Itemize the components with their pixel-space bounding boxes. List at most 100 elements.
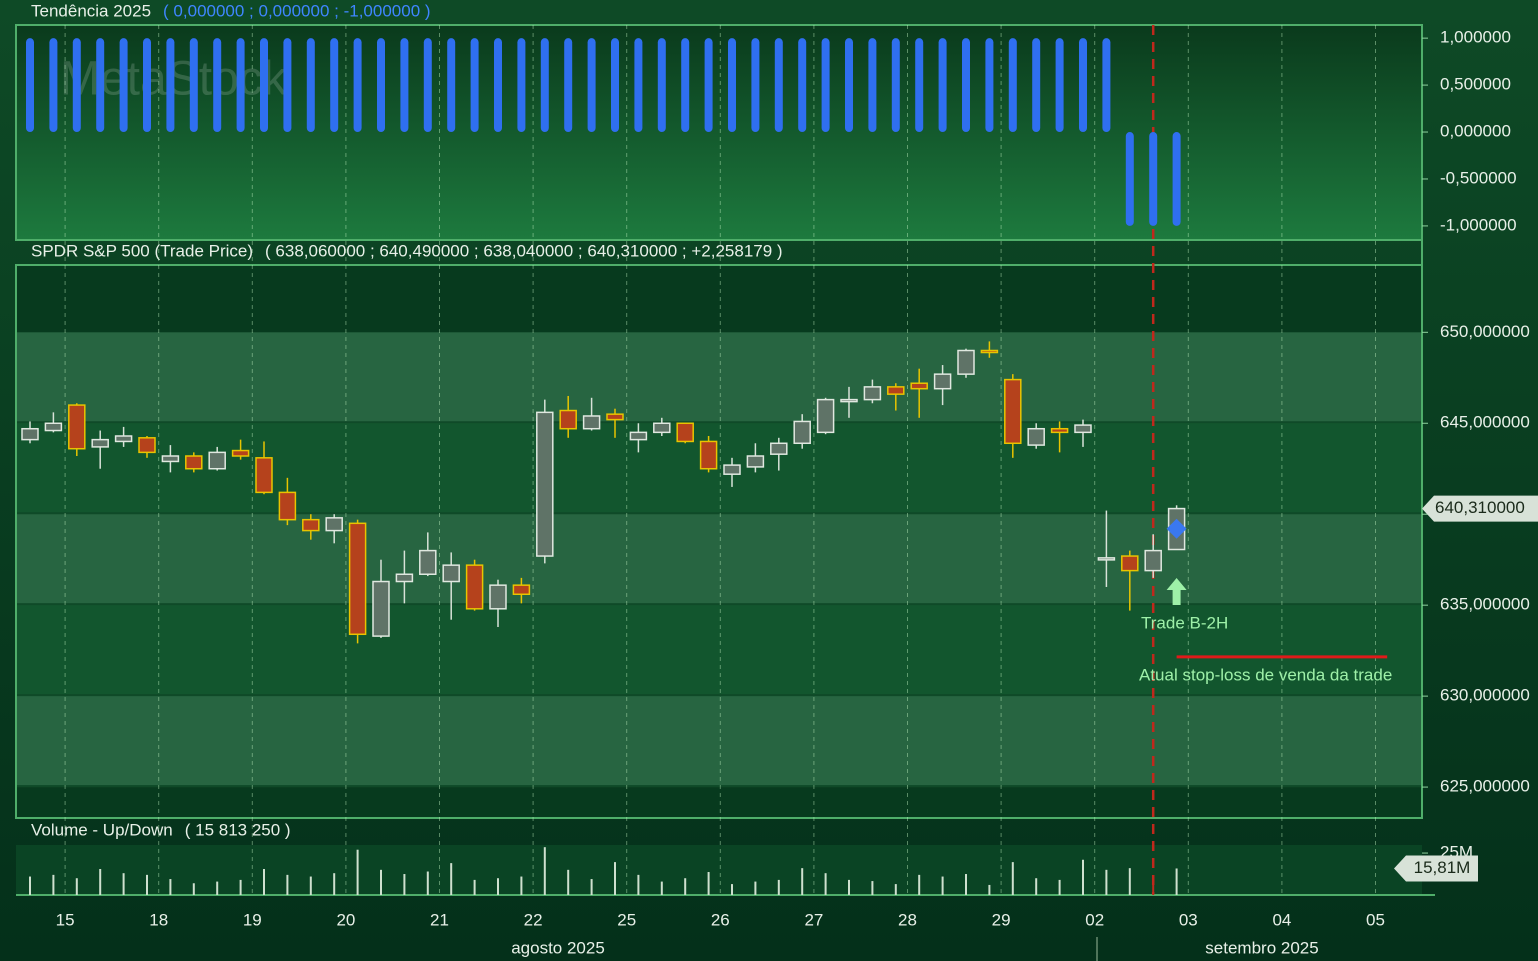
trend-bar (728, 38, 736, 133)
trend-bar (657, 38, 666, 133)
trend-bar (330, 38, 339, 133)
price-band (17, 785, 1422, 788)
trend-bar (236, 38, 245, 133)
trend-bar (189, 38, 198, 133)
volume-bar (520, 876, 523, 895)
trend-bar (587, 38, 596, 133)
plot-layer: Tendência 2025 ( 0,000000 ; 0,000000 ; -1… (16, 1, 1538, 961)
candle-body (559, 409, 577, 430)
trend-bar (821, 38, 830, 133)
volume-bar (426, 871, 429, 895)
candle-body (723, 464, 741, 475)
trade-diamond (1166, 518, 1187, 539)
price-band (17, 605, 1422, 697)
candle-body (138, 437, 156, 454)
candle-body (348, 522, 367, 636)
x-tick-label: 21 (430, 910, 449, 929)
candle-body (161, 455, 180, 463)
volume-bar (1175, 868, 1178, 895)
trend-bar (891, 38, 900, 133)
volume-bar (122, 873, 125, 895)
candle-body (1074, 424, 1092, 434)
volume-bar (941, 876, 944, 895)
y-tick-label: 650,000000 (1440, 322, 1530, 341)
trend-bar (1008, 38, 1017, 133)
pane-title: SPDR S&P 500 (Trade Price) (31, 241, 253, 260)
candle-body (1097, 557, 1116, 561)
candle-body (91, 438, 109, 448)
x-tick-label: 05 (1366, 910, 1385, 929)
volume-bar (660, 881, 663, 895)
candle-body (44, 422, 63, 432)
candle-body (1004, 378, 1022, 445)
trend-bar (72, 38, 81, 133)
trend-bar (213, 38, 222, 133)
volume-bar (871, 881, 874, 895)
volume-bar (614, 862, 616, 895)
x-tick-label: 03 (1179, 910, 1198, 929)
trend-bar (49, 38, 58, 133)
candle-body (816, 398, 835, 434)
trend-bar (611, 38, 619, 133)
candle-body (840, 398, 858, 403)
candle-body (1121, 555, 1139, 572)
x-tick-label: 15 (56, 910, 75, 929)
volume-bar (567, 869, 570, 895)
trend-bar (938, 38, 947, 133)
candle-body (255, 457, 273, 494)
volume-bar (1058, 879, 1061, 895)
volume-bar (1152, 876, 1155, 895)
volume-bar (497, 878, 499, 895)
volume-bar (29, 876, 31, 895)
volume-bar (543, 847, 546, 895)
volume-bar (146, 874, 148, 895)
pane-header: ( 15 813 250 ) (185, 820, 291, 839)
volume-bar (52, 874, 55, 895)
trend-pane (15, 24, 1423, 241)
trend-bar (751, 38, 760, 133)
trend-bar (845, 38, 853, 133)
volume-bar (263, 868, 265, 895)
candle-body (887, 386, 905, 395)
volume-bar (918, 874, 921, 895)
last-value-box (1394, 855, 1478, 882)
volume-bar (590, 879, 593, 895)
x-tick-label: 29 (992, 910, 1011, 929)
candle-body (114, 435, 133, 443)
volume-bar (169, 879, 172, 895)
trend-bar (540, 38, 549, 133)
trend-bar (1032, 38, 1041, 133)
x-tick-label: 20 (336, 910, 355, 929)
trend-bar (774, 38, 783, 133)
volume-bar (75, 878, 78, 895)
volume-bar (894, 884, 897, 895)
candle-body (208, 451, 226, 470)
x-tick-label: 02 (1085, 910, 1104, 929)
trend-bar (517, 38, 526, 133)
trade-arrow (1166, 578, 1187, 605)
candle-body (419, 549, 437, 575)
volume-bar (216, 881, 219, 895)
trend-bar (377, 38, 385, 133)
x-tick-label: 19 (243, 910, 262, 929)
candle-body (746, 455, 765, 468)
pane-header: ( 638,060000 ; 640,490000 ; 638,040000 ;… (265, 241, 783, 260)
candle-body (1144, 549, 1162, 572)
trend-bar (166, 38, 175, 133)
volume-bar (707, 872, 710, 895)
volume-bar (965, 874, 967, 895)
trend-bar (119, 38, 128, 133)
x-tick-label: 26 (711, 910, 730, 929)
x-tick-label: 28 (898, 910, 917, 929)
candle-body (957, 349, 975, 375)
volume-bar (637, 874, 640, 895)
volume-bar (1011, 862, 1014, 895)
candle-body (231, 449, 250, 457)
trend-bar (96, 38, 105, 133)
last-price-label: 640,310000 (1435, 498, 1525, 517)
volume-bar (192, 883, 195, 895)
trend-bar (400, 38, 409, 133)
candle-body (629, 431, 648, 441)
candle-body (536, 411, 554, 557)
